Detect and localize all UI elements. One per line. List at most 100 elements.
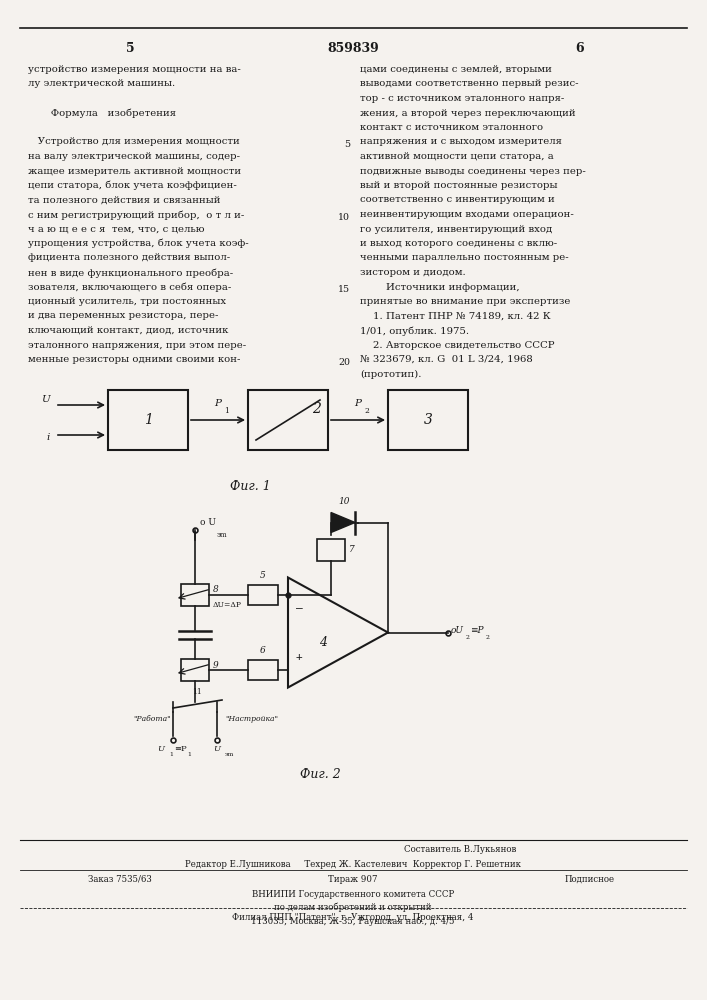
- Text: выводами соответственно первый резис-: выводами соответственно первый резис-: [360, 80, 578, 89]
- Text: U: U: [158, 745, 165, 753]
- Bar: [181, 584, 209, 606]
- Text: контакт с источником эталонного: контакт с источником эталонного: [360, 123, 543, 132]
- Text: 5: 5: [344, 140, 350, 149]
- Text: эm: эm: [225, 752, 234, 757]
- Text: ΔU=ΔP: ΔU=ΔP: [213, 601, 242, 609]
- Bar: [248, 390, 328, 450]
- Text: P: P: [354, 399, 361, 408]
- Text: 10: 10: [339, 497, 350, 506]
- Text: соответственно с инвентирующим и: соответственно с инвентирующим и: [360, 196, 555, 205]
- Text: (прототип).: (прототип).: [360, 369, 421, 379]
- Text: 2. Авторское свидетельство СССР: 2. Авторское свидетельство СССР: [360, 340, 554, 350]
- Text: U: U: [213, 745, 220, 753]
- Text: о U: о U: [200, 518, 216, 527]
- Text: ВНИИПИ Государственного комитета СССР: ВНИИПИ Государственного комитета СССР: [252, 890, 454, 899]
- Text: 1: 1: [224, 407, 229, 415]
- Text: "Работа": "Работа": [134, 715, 171, 723]
- Text: менные резисторы одними своими кон-: менные резисторы одними своими кон-: [28, 355, 240, 364]
- Text: принятые во внимание при экспертизе: принятые во внимание при экспертизе: [360, 297, 571, 306]
- Text: Формула   изобретения: Формула изобретения: [28, 108, 176, 118]
- Text: фициента полезного действия выпол-: фициента полезного действия выпол-: [28, 253, 230, 262]
- Text: ≡P: ≡P: [174, 745, 187, 753]
- Text: эm: эm: [217, 531, 228, 539]
- Text: i: i: [47, 434, 50, 442]
- Text: 9: 9: [213, 660, 218, 670]
- Bar: [108, 390, 188, 450]
- Text: ≡P: ≡P: [470, 626, 484, 635]
- Text: ключающий контакт, диод, источник: ключающий контакт, диод, источник: [28, 326, 228, 335]
- Text: 5: 5: [126, 42, 134, 55]
- Text: на валу электрической машины, содер-: на валу электрической машины, содер-: [28, 152, 240, 161]
- Text: с ним регистрирующий прибор,  о т л и-: с ним регистрирующий прибор, о т л и-: [28, 210, 244, 220]
- Text: 113035, Москва, Ж-35, Раушская наб., д. 4/5: 113035, Москва, Ж-35, Раушская наб., д. …: [251, 916, 455, 926]
- Text: Тираж 907: Тираж 907: [328, 875, 378, 884]
- Text: активной мощности цепи статора, а: активной мощности цепи статора, а: [360, 152, 554, 161]
- Text: 1: 1: [187, 752, 191, 757]
- Text: неинвентирующим входами операцион-: неинвентирующим входами операцион-: [360, 210, 574, 219]
- Text: 2: 2: [364, 407, 369, 415]
- Bar: [248, 660, 278, 680]
- Text: 859839: 859839: [327, 42, 379, 55]
- Text: вый и второй постоянные резисторы: вый и второй постоянные резисторы: [360, 181, 558, 190]
- Text: 3: 3: [423, 413, 433, 427]
- Text: Составитель В.Лукьянов: Составитель В.Лукьянов: [404, 845, 516, 854]
- Text: № 323679, кл. G  01 L 3/24, 1968: № 323679, кл. G 01 L 3/24, 1968: [360, 355, 533, 364]
- Text: 1: 1: [169, 752, 173, 757]
- Text: устройство измерения мощности на ва-: устройство измерения мощности на ва-: [28, 65, 241, 74]
- Text: 4: 4: [319, 636, 327, 649]
- Text: ченными параллельно постоянным ре-: ченными параллельно постоянным ре-: [360, 253, 568, 262]
- Text: Устройство для измерения мощности: Устройство для измерения мощности: [28, 137, 240, 146]
- Text: цами соединены с землей, вторыми: цами соединены с землей, вторыми: [360, 65, 552, 74]
- Text: оU: оU: [451, 626, 464, 635]
- Text: U: U: [41, 395, 50, 404]
- Text: 7: 7: [349, 545, 355, 554]
- Text: Редактор Е.Лушникова     Техред Ж. Кастелевич  Корректор Г. Решетник: Редактор Е.Лушникова Техред Ж. Кастелеви…: [185, 860, 521, 869]
- Text: Подписное: Подписное: [565, 875, 615, 884]
- Text: +: +: [296, 652, 303, 662]
- Text: Филиал ППП "Патент", г. Ужгород, ул. Проектная, 4: Филиал ППП "Патент", г. Ужгород, ул. Про…: [233, 913, 474, 922]
- Text: "Настройка": "Настройка": [225, 715, 278, 723]
- Text: 6: 6: [260, 646, 266, 655]
- Text: 1: 1: [144, 413, 153, 427]
- Bar: [248, 585, 278, 605]
- Text: напряжения и с выходом измерителя: напряжения и с выходом измерителя: [360, 137, 562, 146]
- Text: 6: 6: [575, 42, 584, 55]
- Text: лу электрической машины.: лу электрической машины.: [28, 80, 175, 89]
- Text: Фиг. 1: Фиг. 1: [230, 480, 270, 493]
- Bar: [317, 538, 345, 560]
- Text: P: P: [214, 399, 221, 408]
- Text: 1. Патент ПНР № 74189, кл. 42 К: 1. Патент ПНР № 74189, кл. 42 К: [360, 312, 551, 320]
- Text: Источники информации,: Источники информации,: [360, 282, 520, 292]
- Text: ционный усилитель, три постоянных: ционный усилитель, три постоянных: [28, 297, 226, 306]
- Text: 20: 20: [338, 358, 350, 367]
- Text: 2: 2: [486, 635, 490, 640]
- Text: жения, а второй через переключающий: жения, а второй через переключающий: [360, 108, 575, 117]
- Text: –: –: [296, 603, 303, 613]
- Polygon shape: [331, 512, 355, 532]
- Text: нен в виде функционального преобра-: нен в виде функционального преобра-: [28, 268, 233, 277]
- Text: тор - с источником эталонного напря-: тор - с источником эталонного напря-: [360, 94, 564, 103]
- Bar: [388, 390, 468, 450]
- Text: по делам изобретений и открытий: по делам изобретений и открытий: [274, 903, 432, 912]
- Text: зистором и диодом.: зистором и диодом.: [360, 268, 466, 277]
- Text: го усилителя, инвентирующий вход: го усилителя, инвентирующий вход: [360, 225, 552, 233]
- Text: та полезного действия и связанный: та полезного действия и связанный: [28, 196, 221, 205]
- Text: 5: 5: [260, 571, 266, 580]
- Text: 2: 2: [466, 635, 470, 640]
- Text: 8: 8: [213, 585, 218, 594]
- Text: Фиг. 2: Фиг. 2: [300, 768, 340, 781]
- Text: жащее измеритель активной мощности: жащее измеритель активной мощности: [28, 166, 241, 176]
- Text: 15: 15: [338, 285, 350, 294]
- Text: зователя, включающего в себя опера-: зователя, включающего в себя опера-: [28, 282, 231, 292]
- Text: ч а ю щ е е с я  тем, что, с целью: ч а ю щ е е с я тем, что, с целью: [28, 225, 204, 233]
- Text: 11: 11: [192, 688, 202, 696]
- Text: 10: 10: [338, 213, 350, 222]
- Text: подвижные выводы соединены через пер-: подвижные выводы соединены через пер-: [360, 166, 586, 176]
- Text: упрощения устройства, блок учета коэф-: упрощения устройства, блок учета коэф-: [28, 239, 249, 248]
- Bar: [181, 659, 209, 681]
- Text: цепи статора, блок учета коэффициен-: цепи статора, блок учета коэффициен-: [28, 181, 237, 190]
- Text: эталонного напряжения, при этом пере-: эталонного напряжения, при этом пере-: [28, 340, 246, 350]
- Text: Заказ 7535/63: Заказ 7535/63: [88, 875, 152, 884]
- Text: 2: 2: [312, 402, 320, 416]
- Text: и выход которого соединены с вклю-: и выход которого соединены с вклю-: [360, 239, 557, 248]
